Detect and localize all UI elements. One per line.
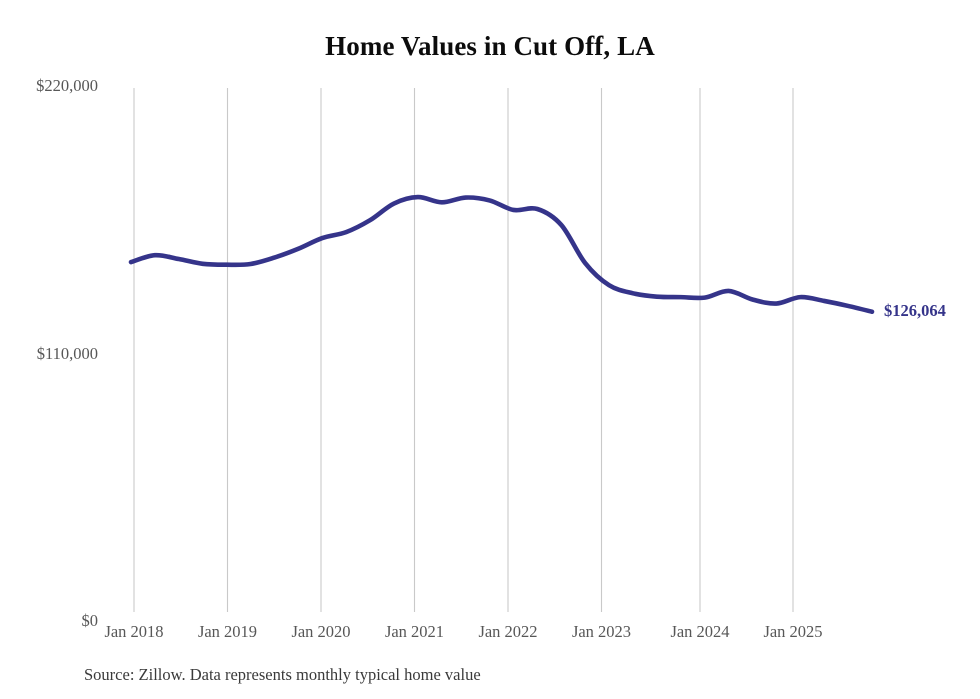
y-axis-tick-label-220000: $220,000 — [36, 76, 98, 95]
x-axis-tick-label-jan-2023: Jan 2023 — [571, 622, 632, 641]
home-value-series-line — [128, 194, 875, 315]
y-axis-tick-label-110000: $110,000 — [36, 344, 98, 363]
vertical-gridlines — [133, 88, 794, 612]
chart-title: Home Values in Cut Off, LA — [325, 31, 655, 61]
y-axis-tick-label-0: $0 — [81, 611, 99, 630]
x-axis-tick-label-jan-2022: Jan 2022 — [478, 622, 538, 641]
x-axis-tick-label-jan-2025: Jan 2025 — [763, 622, 823, 641]
end-value-label: $126,064 — [884, 300, 946, 320]
x-axis-tick-label-jan-2024: Jan 2024 — [670, 622, 730, 641]
x-axis-tick-label-jan-2021: Jan 2021 — [384, 622, 445, 641]
x-axis-tick-label-jan-2019: Jan 2019 — [197, 622, 258, 641]
source-note: Source: Zillow. Data represents monthly … — [84, 665, 481, 684]
x-axis-tick-label-jan-2018: Jan 2018 — [104, 622, 164, 641]
x-axis-tick-label-jan-2020: Jan 2020 — [291, 622, 351, 641]
